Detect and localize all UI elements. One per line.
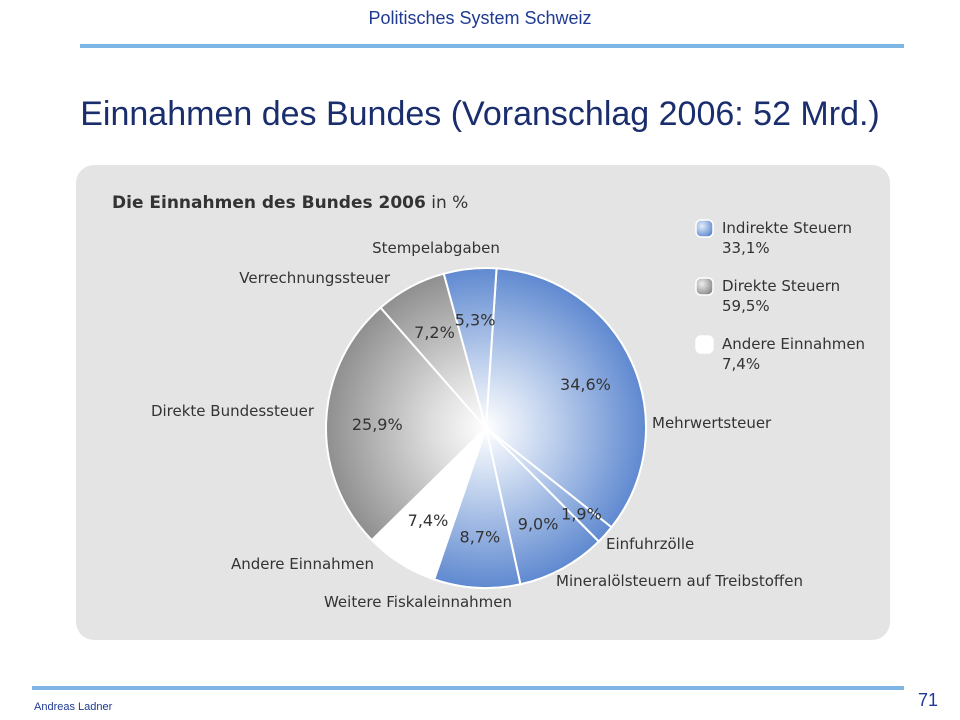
slice-value-mineraloelsteuern-auf-treibstoffen: 9,0% — [518, 515, 559, 534]
header-title: Politisches System Schweiz — [368, 8, 592, 28]
category-label-verrechnungssteuer: Verrechnungssteuer — [239, 269, 391, 287]
category-label-direkte-bundessteuer: Direkte Bundessteuer — [151, 402, 315, 420]
legend-value-indirekte-steuern: 33,1% — [722, 239, 770, 257]
legend-label-indirekte-steuern: Indirekte Steuern — [722, 219, 852, 237]
category-label-mineraloelsteuern-auf-treibstoffen: Mineralölsteuern auf Treibstoffen — [556, 572, 803, 590]
pie-slice-mehrwertsteuer — [484, 267, 647, 529]
header-divider — [80, 44, 904, 48]
slice-value-mehrwertsteuer: 34,6% — [560, 375, 611, 394]
category-label-weitere-fiskaleinnahmen: Weitere Fiskaleinnahmen — [324, 593, 512, 611]
pie-slice-mineraloelsteuern-auf-treibstoffen — [484, 424, 601, 586]
legend-label-andere-einnahmen: Andere Einnahmen — [722, 335, 865, 353]
pie-slice-weitere-fiskaleinnahmen — [432, 424, 522, 589]
chart-title-main: Die Einnahmen des Bundes 2006 — [112, 193, 426, 213]
slice-value-weitere-fiskaleinnahmen: 8,7% — [460, 528, 501, 547]
slice-value-direkte-bundessteuer: 25,9% — [352, 415, 403, 434]
slice-value-einfuhrzoelle: 1,9% — [561, 504, 602, 523]
slice-value-stempelabgaben: 5,3% — [455, 311, 496, 330]
chart-title-suffix: in % — [431, 193, 469, 213]
legend-label-direkte-steuern: Direkte Steuern — [722, 277, 840, 295]
chart-title: Die Einnahmen des Bundes 2006 in % — [112, 193, 468, 213]
footer-author: Andreas Ladner — [34, 701, 113, 713]
legend-marker-direkte-steuern — [695, 277, 714, 296]
legend-marker-indirekte-steuern — [695, 219, 714, 238]
pie-chart: 34,6% 1,9%9,0% 8,7% 7,4% 25,9% 7,2%5,3% Mehrw… — [151, 219, 865, 611]
pie-slice-direkte-bundessteuer — [325, 306, 488, 542]
slice-value-andere-einnahmen: 7,4% — [408, 511, 449, 530]
category-label-einfuhrzoelle: Einfuhrzölle — [606, 535, 694, 553]
legend-value-andere-einnahmen: 7,4% — [722, 355, 760, 373]
category-label-stempelabgaben: Stempelabgaben — [372, 239, 500, 257]
chart-panel: Die Einnahmen des Bundes 2006 in % — [76, 165, 890, 640]
slide-title: Einnahmen des Bundes (Voranschlag 2006: … — [80, 95, 880, 133]
category-label-andere-einnahmen: Andere Einnahmen — [231, 555, 374, 573]
pie-slice-stempelabgaben — [442, 267, 498, 429]
slice-value-verrechnungssteuer: 7,2% — [414, 323, 455, 342]
page-number: 71 — [917, 690, 938, 710]
legend-marker-andere-einnahmen — [695, 335, 714, 354]
legend-value-direkte-steuern: 59,5% — [722, 297, 770, 315]
footer-divider — [32, 686, 904, 690]
category-label-mehrwertsteuer: Mehrwertsteuer — [652, 414, 772, 432]
